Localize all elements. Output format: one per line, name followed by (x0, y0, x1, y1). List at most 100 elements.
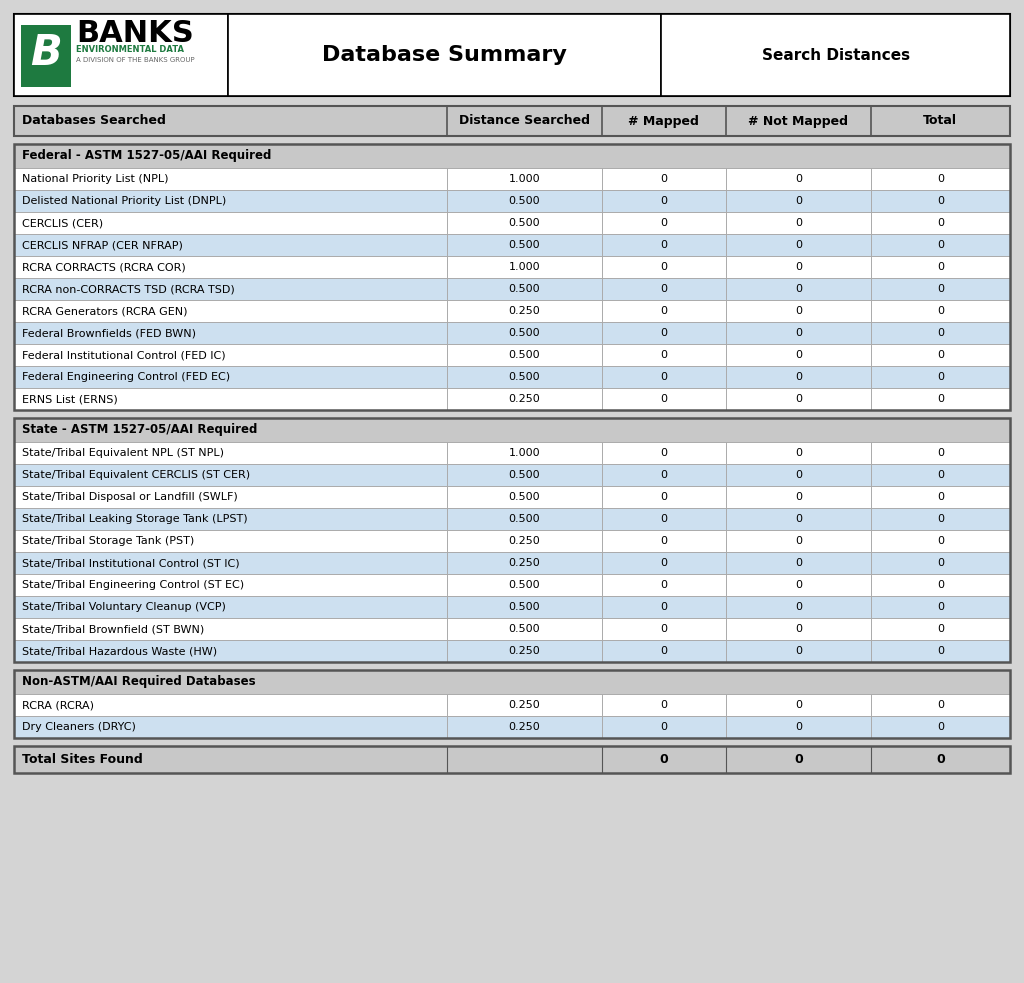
Text: 0: 0 (795, 580, 802, 590)
Text: 0: 0 (795, 536, 802, 546)
Text: Federal Engineering Control (FED EC): Federal Engineering Control (FED EC) (22, 372, 230, 382)
Text: 0: 0 (795, 470, 802, 480)
Text: 0: 0 (937, 558, 944, 568)
Bar (14, 388, 1010, 410)
Bar (14, 716, 1010, 738)
Text: 0.500: 0.500 (509, 372, 541, 382)
Text: 0: 0 (937, 218, 944, 228)
Text: 0: 0 (660, 602, 668, 612)
Text: 0: 0 (795, 602, 802, 612)
Text: 0: 0 (795, 722, 802, 732)
Text: 0.500: 0.500 (509, 624, 541, 634)
Bar (14, 322, 1010, 344)
Text: 1.000: 1.000 (509, 174, 541, 184)
Text: # Mapped: # Mapped (629, 114, 699, 128)
Text: 0: 0 (660, 470, 668, 480)
Text: 0.500: 0.500 (509, 492, 541, 502)
Text: 0: 0 (937, 700, 944, 710)
Text: 0.500: 0.500 (509, 350, 541, 360)
Text: 0.250: 0.250 (509, 646, 541, 656)
Bar (14, 168, 1010, 190)
Bar (14, 300, 1010, 322)
Text: 0.500: 0.500 (509, 580, 541, 590)
Text: 0: 0 (660, 240, 668, 250)
Bar (14, 574, 1010, 596)
Text: # Not Mapped: # Not Mapped (749, 114, 848, 128)
Text: 0.500: 0.500 (509, 284, 541, 294)
Bar (14, 596, 1010, 618)
Text: 0: 0 (795, 240, 802, 250)
Text: 0.250: 0.250 (509, 558, 541, 568)
Text: RCRA CORRACTS (RCRA COR): RCRA CORRACTS (RCRA COR) (22, 262, 185, 272)
Text: 0: 0 (937, 372, 944, 382)
Bar (14, 464, 1010, 486)
Text: 0: 0 (660, 536, 668, 546)
Text: ERNS List (ERNS): ERNS List (ERNS) (22, 394, 118, 404)
Text: State/Tribal Storage Tank (PST): State/Tribal Storage Tank (PST) (22, 536, 195, 546)
Text: National Priority List (NPL): National Priority List (NPL) (22, 174, 169, 184)
Text: CERCLIS (CER): CERCLIS (CER) (22, 218, 103, 228)
Text: ENVIRONMENTAL DATA: ENVIRONMENTAL DATA (76, 45, 184, 54)
Text: State/Tribal Engineering Control (ST EC): State/Tribal Engineering Control (ST EC) (22, 580, 244, 590)
Bar (14, 106, 1010, 136)
Bar (14, 418, 1010, 442)
Bar (14, 618, 1010, 640)
Text: 0: 0 (937, 470, 944, 480)
Text: Distance Searched: Distance Searched (459, 114, 590, 128)
Bar (14, 256, 1010, 278)
Text: 0.250: 0.250 (509, 394, 541, 404)
Bar (14, 418, 1010, 662)
Text: 0: 0 (660, 196, 668, 206)
Text: 0: 0 (795, 350, 802, 360)
Bar (14, 234, 1010, 256)
Text: 0: 0 (659, 753, 669, 766)
Text: State/Tribal Institutional Control (ST IC): State/Tribal Institutional Control (ST I… (22, 558, 240, 568)
Text: 0: 0 (660, 350, 668, 360)
Text: 0.500: 0.500 (509, 240, 541, 250)
Text: 1.000: 1.000 (509, 448, 541, 458)
Text: 0: 0 (795, 514, 802, 524)
Text: State/Tribal Equivalent CERCLIS (ST CER): State/Tribal Equivalent CERCLIS (ST CER) (22, 470, 250, 480)
Text: 0: 0 (660, 394, 668, 404)
Text: B: B (30, 32, 61, 74)
Bar (14, 366, 1010, 388)
Text: Database Summary: Database Summary (323, 45, 567, 65)
Text: 1.000: 1.000 (509, 262, 541, 272)
Bar (14, 14, 228, 96)
Text: 0: 0 (795, 448, 802, 458)
Text: Total Sites Found: Total Sites Found (22, 753, 142, 766)
Text: 0: 0 (795, 372, 802, 382)
Text: State/Tribal Leaking Storage Tank (LPST): State/Tribal Leaking Storage Tank (LPST) (22, 514, 248, 524)
Text: 0: 0 (937, 284, 944, 294)
Text: 0.500: 0.500 (509, 328, 541, 338)
Bar (14, 106, 1010, 136)
Text: 0: 0 (937, 174, 944, 184)
Bar (14, 190, 1010, 212)
Text: 0: 0 (937, 514, 944, 524)
Text: Federal - ASTM 1527-05/AAI Required: Federal - ASTM 1527-05/AAI Required (22, 149, 271, 162)
Text: 0: 0 (660, 372, 668, 382)
Text: 0: 0 (795, 262, 802, 272)
Bar (14, 746, 1010, 773)
Text: State/Tribal Voluntary Cleanup (VCP): State/Tribal Voluntary Cleanup (VCP) (22, 602, 226, 612)
Text: 0: 0 (936, 753, 945, 766)
Text: CERCLIS NFRAP (CER NFRAP): CERCLIS NFRAP (CER NFRAP) (22, 240, 183, 250)
Text: 0: 0 (794, 753, 803, 766)
Text: Federal Institutional Control (FED IC): Federal Institutional Control (FED IC) (22, 350, 225, 360)
Text: 0.500: 0.500 (509, 470, 541, 480)
Text: 0.500: 0.500 (509, 602, 541, 612)
Text: Non-ASTM/AAI Required Databases: Non-ASTM/AAI Required Databases (22, 675, 256, 688)
Text: Databases Searched: Databases Searched (22, 114, 166, 128)
Text: 0: 0 (795, 492, 802, 502)
Text: 0: 0 (660, 218, 668, 228)
Bar (14, 344, 1010, 366)
Text: 0: 0 (937, 262, 944, 272)
Text: A DIVISION OF THE BANKS GROUP: A DIVISION OF THE BANKS GROUP (76, 57, 195, 63)
Text: 0: 0 (660, 646, 668, 656)
Bar (228, 14, 662, 96)
Text: Total: Total (924, 114, 957, 128)
Text: 0: 0 (660, 328, 668, 338)
Text: 0: 0 (660, 174, 668, 184)
Text: 0: 0 (795, 196, 802, 206)
Text: 0: 0 (937, 350, 944, 360)
